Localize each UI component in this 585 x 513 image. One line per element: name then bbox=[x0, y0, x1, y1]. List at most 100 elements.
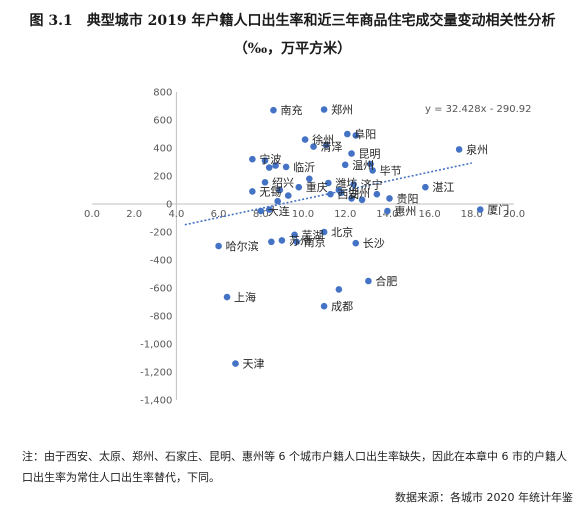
data-point bbox=[322, 141, 330, 149]
data-point bbox=[369, 167, 376, 174]
data-point bbox=[335, 286, 343, 293]
point-label: 徐州 bbox=[312, 133, 334, 147]
x-tick-label: 8.0 bbox=[253, 209, 269, 220]
chart-title: 图 3.1 典型城市 2019 年户籍人口出生率和近三年商品住宅成交量变动相关性… bbox=[29, 13, 556, 29]
point-label: 哈尔滨 bbox=[226, 239, 259, 253]
axes-layer: 0.0 2.0 4.0 6.0 8.0 10.0 12.0 14.0 16.0 18.0 20.0 8… bbox=[84, 88, 525, 407]
data-point bbox=[373, 190, 381, 198]
x-tick-label: 12.0 bbox=[334, 209, 356, 220]
point-label: 长沙 bbox=[363, 237, 385, 250]
point-label: 上海 bbox=[234, 290, 256, 304]
data-point bbox=[268, 238, 275, 246]
x-tick-label: 6.0 bbox=[211, 209, 227, 220]
y-tick-label: -400 bbox=[150, 256, 173, 267]
data-point bbox=[358, 196, 366, 204]
point-label: 成都 bbox=[331, 300, 353, 313]
point-label: 湖州 bbox=[348, 187, 370, 200]
data-point bbox=[306, 175, 313, 183]
point-label: 厦门 bbox=[487, 203, 509, 217]
data-point bbox=[327, 190, 334, 198]
x-tick-label: 0.0 bbox=[84, 209, 100, 220]
y-tick-label: -600 bbox=[150, 284, 173, 295]
point-label: 阜阳 bbox=[354, 128, 376, 141]
point-label: 重庆 bbox=[306, 180, 328, 194]
data-point bbox=[386, 195, 393, 202]
point-label: 天津 bbox=[242, 358, 264, 371]
point-label: 芜湖 bbox=[302, 228, 324, 242]
trendline-layer bbox=[184, 162, 472, 226]
x-tick-label: 10.0 bbox=[292, 209, 314, 220]
data-point bbox=[293, 238, 300, 246]
data-point bbox=[337, 189, 345, 197]
data-point bbox=[325, 179, 332, 187]
data-point bbox=[344, 130, 351, 138]
data-point bbox=[348, 150, 355, 157]
point-label: 北京 bbox=[331, 225, 353, 239]
point-label: 惠州 bbox=[394, 204, 416, 218]
point-label: 南充 bbox=[280, 103, 302, 117]
data-point bbox=[320, 302, 328, 310]
x-tick-label: 2.0 bbox=[126, 209, 142, 220]
point-label: 郑州 bbox=[331, 103, 353, 117]
x-tick-label: 18.0 bbox=[461, 209, 483, 220]
y-tick-label: -200 bbox=[150, 228, 173, 239]
data-point bbox=[284, 192, 292, 199]
data-point bbox=[301, 136, 309, 143]
y-tick-label: 0 bbox=[166, 200, 172, 211]
data-point bbox=[265, 164, 273, 171]
point-label: 宁波 bbox=[259, 152, 281, 166]
point-label: 湛江 bbox=[432, 181, 454, 194]
data-point bbox=[261, 179, 269, 186]
point-label: 泉州 bbox=[466, 142, 488, 156]
point-label: 昆明 bbox=[359, 148, 381, 161]
data-point bbox=[350, 181, 357, 188]
point-label: 毕节 bbox=[380, 164, 402, 177]
y-tick-label: 600 bbox=[153, 116, 172, 127]
data-point bbox=[257, 207, 265, 215]
footnote: 注：由于西安、太原、郑州、石家庄、昆明、惠州等 6 个城市户籍人口出生率缺失，因… bbox=[22, 450, 567, 484]
data-source: 数据来源：各城市 2020 年统计年鉴 bbox=[395, 491, 573, 504]
data-point bbox=[232, 360, 239, 367]
data-point bbox=[265, 206, 273, 213]
y-tick-label: -1,200 bbox=[140, 368, 172, 379]
data-point bbox=[476, 206, 484, 213]
data-point bbox=[249, 155, 256, 163]
points-layer bbox=[215, 106, 484, 367]
x-tick-label: 16.0 bbox=[418, 209, 440, 220]
data-point bbox=[270, 106, 277, 114]
data-point bbox=[215, 242, 222, 250]
data-point bbox=[276, 186, 284, 194]
scatter-chart: 0.0 2.0 4.0 6.0 8.0 10.0 12.0 14.0 16.0 18.0 20.0 8… bbox=[84, 88, 532, 407]
y-tick-label: -800 bbox=[150, 312, 173, 323]
point-label: 贵阳 bbox=[397, 192, 419, 205]
data-point bbox=[223, 293, 231, 301]
chart-subtitle-units: （‰，万平方米） bbox=[233, 41, 352, 57]
data-point bbox=[320, 106, 328, 113]
y-tick-label: -1,400 bbox=[140, 396, 172, 407]
data-point bbox=[367, 160, 374, 168]
point-label: 苏州 bbox=[289, 234, 311, 247]
data-point bbox=[249, 188, 256, 195]
trendline-equation: y = 32.428x - 290.92 bbox=[425, 104, 532, 115]
data-point bbox=[384, 207, 391, 215]
point-label: 无锡 bbox=[259, 184, 281, 198]
y-tick-label: 800 bbox=[153, 88, 172, 99]
data-point bbox=[341, 161, 349, 169]
trendline bbox=[184, 162, 472, 226]
x-tick-label: 14.0 bbox=[376, 209, 398, 220]
data-point bbox=[282, 163, 290, 171]
point-label: 大连 bbox=[268, 204, 290, 218]
data-point bbox=[320, 228, 328, 236]
x-tick-label: 4.0 bbox=[168, 209, 184, 220]
point-label: 济宁 bbox=[361, 177, 383, 191]
data-point bbox=[291, 231, 298, 239]
point-label: 南京 bbox=[304, 235, 326, 249]
data-point bbox=[352, 239, 360, 247]
point-label: 潍坊 bbox=[335, 176, 357, 190]
data-point bbox=[365, 277, 372, 285]
data-point bbox=[348, 195, 355, 202]
point-label: 绍兴 bbox=[272, 175, 294, 189]
y-tick-label: 400 bbox=[153, 144, 172, 155]
data-point bbox=[455, 146, 463, 153]
